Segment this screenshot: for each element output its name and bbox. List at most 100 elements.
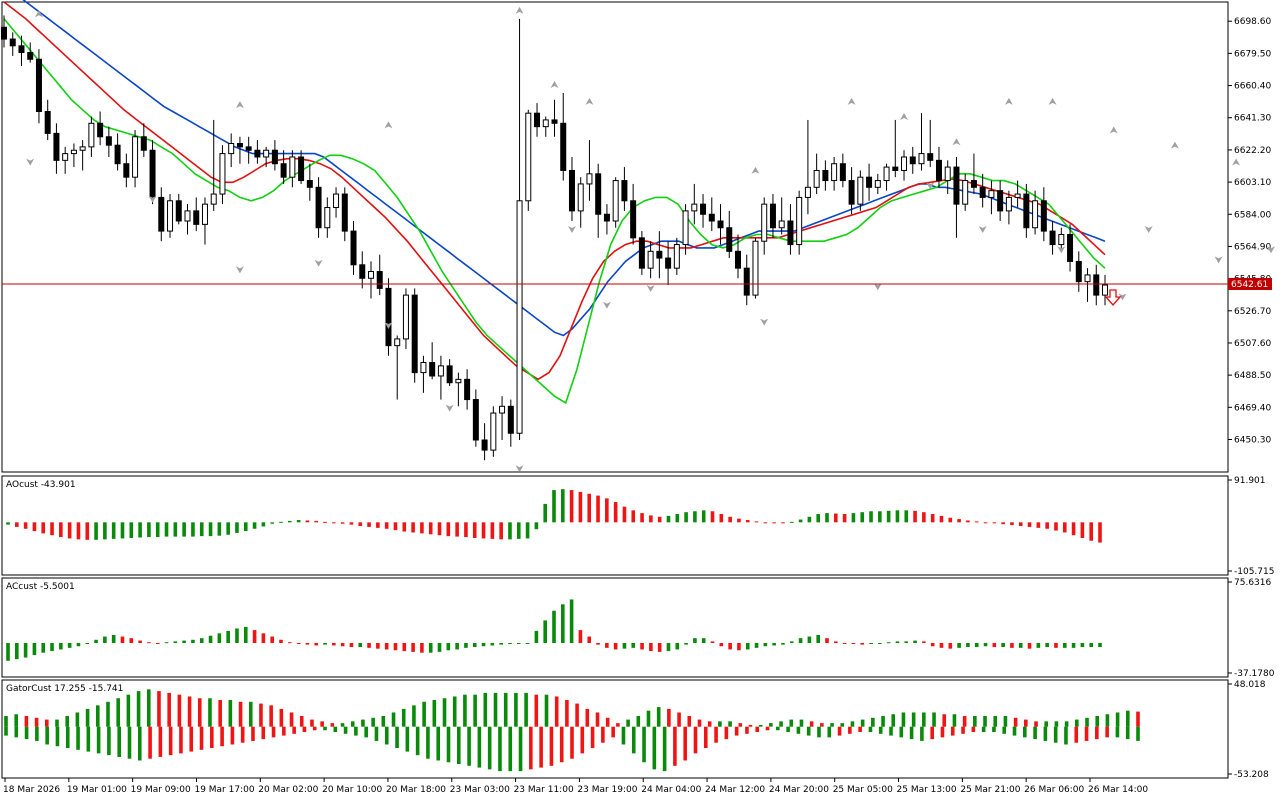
- gator-bar-lower: [920, 726, 924, 741]
- osc-bar: [402, 643, 407, 652]
- gator-bar-lower: [4, 726, 8, 736]
- osc-bar: [622, 506, 627, 523]
- candle-up: [796, 196, 803, 246]
- gator-bar-lower: [158, 726, 163, 757]
- time-tick-label: 19 Mar 01:00: [67, 785, 127, 795]
- osc-bar: [67, 522, 72, 539]
- candle-down: [656, 250, 663, 259]
- osc-bar: [798, 519, 803, 523]
- osc-bar: [983, 643, 988, 647]
- candle-down: [271, 149, 278, 165]
- gator-bar-lower: [1053, 726, 1058, 743]
- fractal-down-icon: [515, 465, 524, 473]
- osc-bar: [367, 643, 371, 648]
- osc-bar: [666, 643, 671, 652]
- osc-bar: [710, 511, 715, 523]
- osc-bar: [842, 514, 847, 523]
- candle-up: [1102, 284, 1108, 296]
- ac-indicator-pane[interactable]: 75.6316 -37.1780: [1, 577, 1275, 679]
- osc-bar: [1001, 522, 1005, 525]
- gator-bar-lower: [765, 726, 770, 731]
- gator-bar-upper: [605, 717, 610, 727]
- osc-bar: [1036, 522, 1041, 528]
- osc-bar: [402, 522, 407, 532]
- osc-bar: [745, 520, 750, 523]
- gator-bar-lower: [45, 726, 49, 745]
- osc-bar: [208, 635, 213, 644]
- osc-bar: [129, 522, 134, 538]
- gator-indicator-pane[interactable]: 48.018 -53.208: [1, 679, 1269, 780]
- gator-bar-upper: [146, 689, 151, 727]
- osc-bar: [446, 522, 451, 537]
- candle-up: [1005, 196, 1012, 212]
- candle-down: [848, 180, 855, 205]
- time-tick-label: 24 Mar 04:00: [641, 785, 701, 795]
- osc-bar: [1001, 643, 1005, 648]
- price-tick-label: 6488.50: [1234, 371, 1271, 381]
- osc-bar: [305, 520, 310, 523]
- gator-bar-upper: [544, 694, 549, 727]
- osc-bar: [508, 643, 512, 645]
- osc-bar: [420, 522, 424, 534]
- osc-bar: [1045, 522, 1049, 529]
- osc-bar: [164, 522, 169, 537]
- price-pane[interactable]: 6698.60 6679.50 6660.40 6641.30 6622.20 6603.…: [1, 0, 1280, 473]
- candle-down: [245, 146, 252, 151]
- osc-bar: [552, 490, 556, 523]
- osc-bar: [825, 638, 829, 644]
- gator-bar-lower: [961, 726, 965, 734]
- osc-bar: [376, 522, 380, 528]
- osc-bar: [349, 643, 354, 648]
- osc-bar: [217, 522, 222, 536]
- gator-bar-upper: [860, 719, 865, 727]
- gator-bar-upper: [1085, 717, 1089, 727]
- gator-bar-lower: [312, 726, 317, 731]
- osc-bar: [1010, 643, 1014, 648]
- osc-bar: [235, 628, 239, 644]
- osc-bar: [781, 643, 785, 645]
- gator-bar-lower: [508, 726, 513, 772]
- gator-bar-upper: [738, 723, 743, 727]
- candle-up: [586, 173, 593, 185]
- candle-down: [193, 210, 200, 225]
- osc-bar: [948, 643, 953, 649]
- fractal-down-icon: [646, 284, 655, 292]
- osc-bar: [182, 640, 186, 644]
- gator-bar-upper: [452, 696, 457, 727]
- time-tick-label: 19 Mar 09:00: [131, 785, 191, 795]
- osc-tick-label: 48.018: [1234, 680, 1266, 690]
- gator-bar-upper: [350, 721, 355, 727]
- gator-bar-lower: [796, 726, 801, 734]
- gator-bar-lower: [518, 726, 523, 772]
- gator-bar-lower: [127, 726, 132, 759]
- osc-bar: [957, 643, 961, 648]
- osc-bar: [657, 516, 662, 523]
- candle-up: [210, 193, 217, 205]
- candle-up: [263, 149, 270, 158]
- fractal-down-icon: [445, 404, 454, 412]
- osc-bar: [569, 599, 574, 644]
- candle-up: [289, 156, 296, 178]
- gator-bar-lower: [570, 726, 574, 759]
- gator-bar-lower: [631, 726, 636, 754]
- gator-bar-lower: [168, 726, 173, 756]
- candle-up: [88, 122, 95, 148]
- candle-up: [219, 153, 226, 195]
- osc-bar: [807, 636, 812, 644]
- gator-bar-upper: [381, 716, 386, 727]
- candle-up: [525, 112, 532, 202]
- gator-bar-lower: [714, 726, 718, 743]
- gator-bar-upper: [391, 712, 396, 727]
- gator-bar-upper: [809, 721, 814, 727]
- candle-up: [918, 153, 925, 165]
- osc-bar: [455, 643, 459, 650]
- osc-tick-label: 91.901: [1234, 476, 1266, 486]
- osc-bar: [428, 522, 433, 535]
- osc-bar: [631, 510, 636, 523]
- gator-bar-lower: [848, 726, 852, 734]
- candle-down: [822, 169, 829, 182]
- osc-bar: [869, 643, 873, 645]
- ao-indicator-pane[interactable]: 91.901 -105.715: [1, 475, 1274, 577]
- osc-bar: [85, 522, 90, 540]
